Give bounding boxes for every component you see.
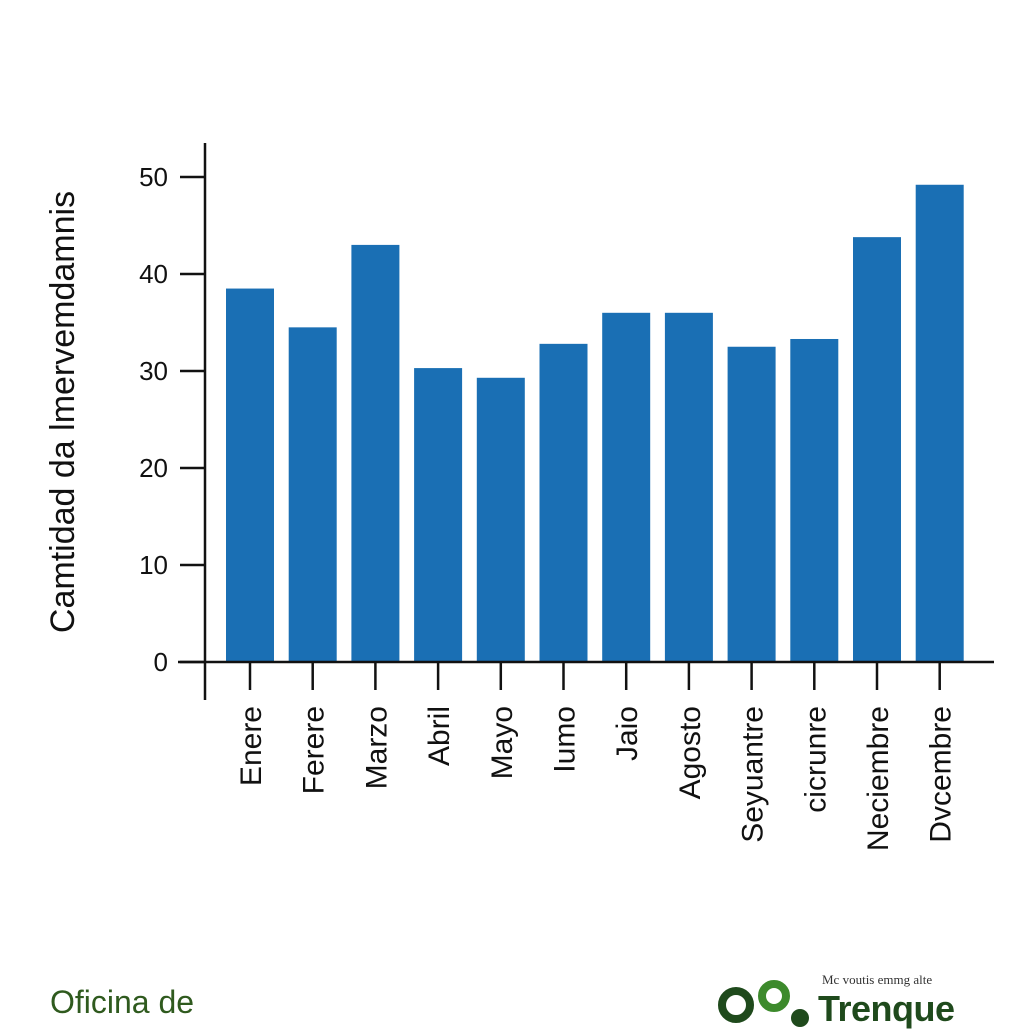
y-axis-title: Camtidad da lmervemdamnis xyxy=(44,191,82,633)
y-tick-label-10: 10 xyxy=(139,550,168,580)
x-tick-label-9: Seyuantre xyxy=(737,706,770,843)
y-axis-title-group: Camtidad da lmervemdamnis xyxy=(44,191,82,633)
bar-10 xyxy=(790,338,839,662)
footer-office-text: Oficina de xyxy=(50,984,195,1020)
x-tick-label-6: Iumo xyxy=(549,706,582,773)
x-tick-label-3: Marzo xyxy=(360,706,393,789)
y-tick-label-30: 30 xyxy=(139,356,168,386)
x-ticks-group: Enere Ferere Marzo Abril Mayo Iumo Jaio Agosto S… xyxy=(235,662,958,851)
bar-4 xyxy=(414,368,463,662)
bar-12 xyxy=(915,184,964,662)
bar-7 xyxy=(602,312,651,662)
y-tick-label-40: 40 xyxy=(139,259,168,289)
axes-group xyxy=(178,143,994,700)
bar-11 xyxy=(853,237,901,662)
bar-8 xyxy=(664,312,713,662)
logo-circles-icon xyxy=(718,980,809,1027)
y-tick-label-20: 20 xyxy=(139,453,168,483)
bar-2 xyxy=(288,327,337,662)
bars-group xyxy=(226,184,964,662)
logo-tagline: Mc voutis emmg alte xyxy=(822,972,933,987)
x-tick-label-4: Abril xyxy=(423,706,456,766)
x-tick-label-12: Dvcembre xyxy=(925,706,958,843)
x-tick-label-2: Ferere xyxy=(298,706,331,794)
x-tick-label-11: Neciembre xyxy=(862,706,895,851)
logo-wordmark: Trenque xyxy=(818,988,955,1029)
x-tick-label-7: Jaio xyxy=(611,706,644,761)
trenque-logo: Mc voutis emmg alte Trenque xyxy=(718,970,988,1029)
y-tick-label-50: 50 xyxy=(139,162,168,192)
bar-1 xyxy=(226,288,274,662)
bar-9 xyxy=(727,346,776,662)
x-tick-label-10: cicrunre xyxy=(799,706,832,813)
x-tick-label-1: Enere xyxy=(235,706,268,786)
x-tick-label-8: Agosto xyxy=(674,706,707,799)
bar-3 xyxy=(351,244,400,662)
bar-6 xyxy=(539,343,588,662)
x-tick-label-5: Mayo xyxy=(486,706,519,779)
bar-5 xyxy=(476,377,525,662)
y-ticks-group: 0 10 20 30 40 50 xyxy=(139,162,205,677)
y-tick-label-0: 0 xyxy=(154,647,168,677)
